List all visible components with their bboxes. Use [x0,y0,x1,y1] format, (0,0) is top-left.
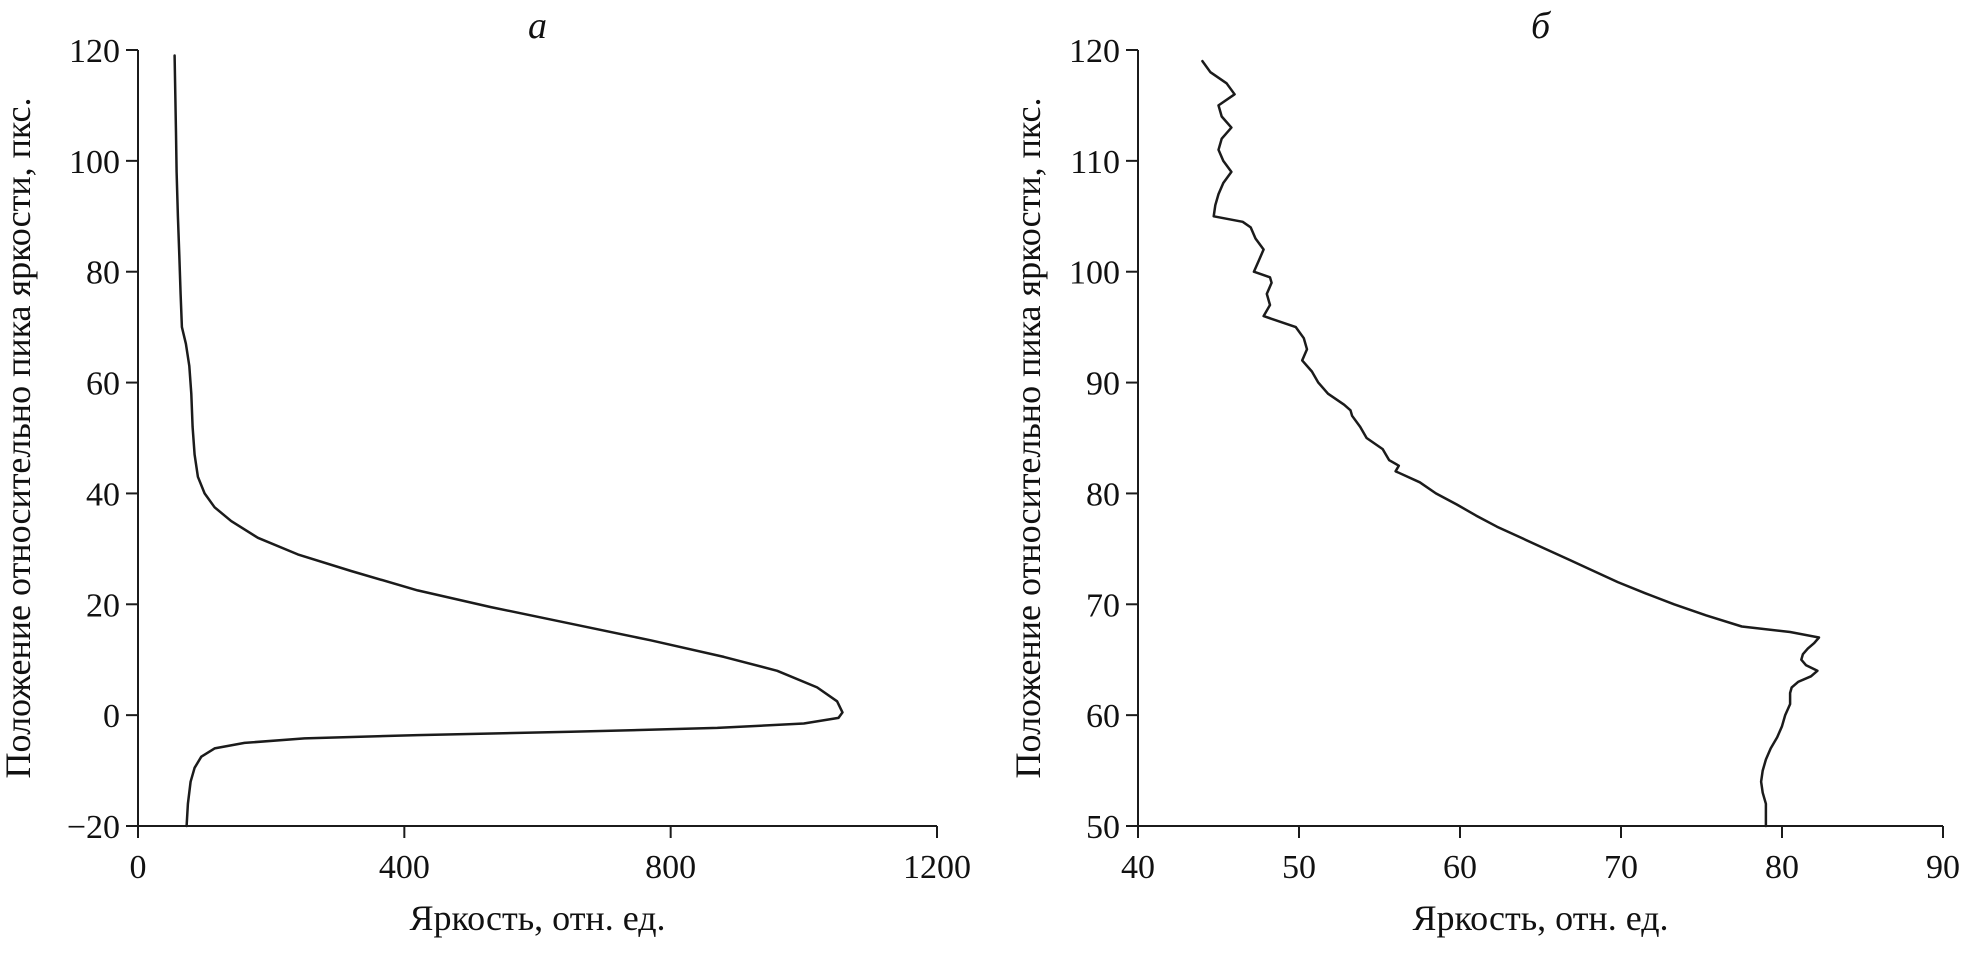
chart-b-title: б [1530,5,1551,47]
y-tick-label: 50 [1086,809,1120,846]
x-tick-label: 1200 [903,849,971,886]
y-tick-label: 40 [86,476,120,513]
x-tick-label: 800 [645,849,696,886]
y-tick-label: 120 [69,33,120,70]
y-tick-label: 60 [1086,698,1120,735]
y-tick-label: 120 [1069,33,1120,70]
y-tick-label: 110 [1070,144,1120,181]
y-tick-label: 100 [1069,255,1120,292]
y-tick-label: 100 [69,144,120,181]
x-tick-label: 0 [130,849,147,886]
y-tick-label: 70 [1086,587,1120,624]
y-tick-label: −20 [67,809,120,846]
x-axis-label: Яркость, отн. ед. [1412,898,1668,938]
y-tick-label: 80 [1086,476,1120,513]
x-tick-label: 90 [1926,849,1960,886]
y-tick-label: 90 [1086,366,1120,403]
x-axis-label: Яркость, отн. ед. [409,898,665,938]
x-tick-label: 70 [1604,849,1638,886]
x-tick-label: 50 [1282,849,1316,886]
y-tick-label: 0 [103,698,120,735]
chart-b-plot: 40 50 60 70 80 905060708090100110120Яркость, … [1008,33,1960,938]
y-axis-label: Положение относительно пика яркости, пкс… [1008,98,1048,779]
y-tick-label: 20 [86,587,120,624]
x-tick-label: 80 [1765,849,1799,886]
series-brightness-profile-b [1201,59,1821,828]
x-tick-label: 60 [1443,849,1477,886]
chart-a-panel: а 0 400 800 1200 −20 0 20 40 60 80 100 120 Яркость, … [0,5,971,938]
y-tick-label: 60 [86,366,120,403]
x-tick-label: 400 [379,849,430,886]
x-tick-label: 40 [1121,849,1155,886]
y-tick-label: 80 [86,255,120,292]
chart-a-title: а [528,5,547,47]
chart-a-plot: 0 400 800 1200 −20 0 20 40 60 80 100 120 Яркость, от… [0,33,971,938]
y-axis-label: Положение относительно пика яркости, пкс… [0,98,38,779]
series-brightness-profile-a [173,54,844,828]
chart-b-panel: б 40 50 60 70 80 90 50 60 70 80 90 100 110 120 Яркость… [990,0,1972,961]
